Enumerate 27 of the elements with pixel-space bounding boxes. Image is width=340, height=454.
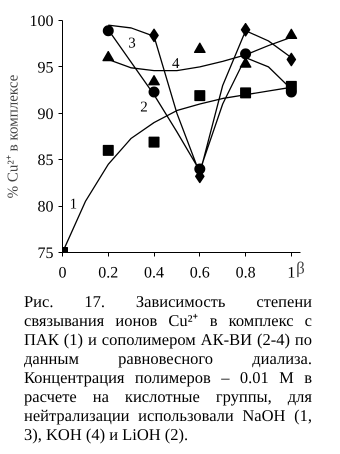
y-tick-label: 85	[38, 152, 54, 170]
series-label: 2	[140, 100, 148, 116]
point	[102, 144, 114, 156]
x-tick-label: 0.6	[190, 264, 210, 282]
y-axis-title: % Cu²⁺ в комплексе	[6, 74, 22, 198]
x-tick-label: 0.8	[236, 264, 256, 282]
series-label: 4	[172, 56, 180, 72]
point	[102, 50, 114, 62]
point	[102, 25, 114, 36]
text: Рис. 17. Зависимость степени связывания ионов Cu²⁺ в комплекс с ПАК (1) и сополимером АК-ВИ (2-4) по данным равновесного диализа. Концентрация полимеров – 0.01 М в расчете на кислотные группы, для нейтрализации использовали NaOH (1, 3), KOH (4) и LiOH (2).	[24, 292, 312, 444]
y-tick-label: 90	[38, 106, 54, 123]
x-tick-label: 0	[58, 264, 66, 282]
x-tick-label: 0.2	[98, 264, 118, 282]
point	[148, 74, 160, 86]
point	[285, 28, 298, 40]
series-label: 1	[70, 196, 78, 212]
point	[148, 136, 160, 148]
y-tick-label: 75	[38, 245, 54, 262]
x-tick-label: 0.4	[144, 264, 164, 282]
y-tick-label: 80	[38, 198, 54, 216]
y-tick-label: 100	[30, 13, 54, 30]
series-label: 3	[128, 35, 136, 52]
y-tick-label: 95	[38, 59, 54, 76]
point	[194, 42, 206, 53]
x-tick-label: 1	[287, 264, 296, 282]
x-axis-title: β	[296, 258, 305, 278]
point	[194, 90, 206, 102]
